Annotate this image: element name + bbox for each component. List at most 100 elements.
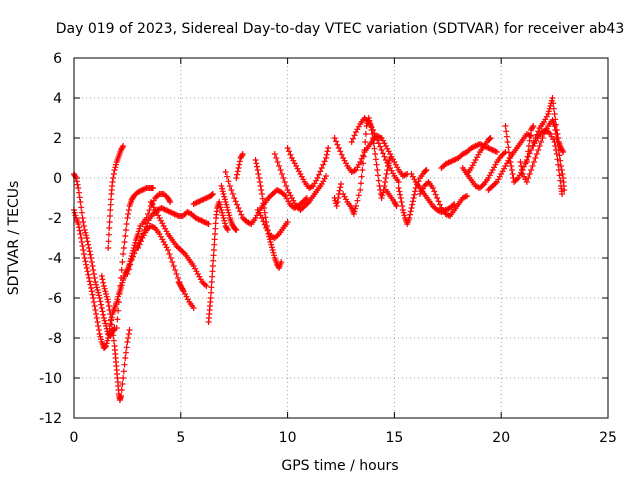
- data-point: [374, 167, 381, 173]
- data-point: [98, 273, 105, 279]
- data-point: [525, 175, 532, 181]
- data-point: [78, 239, 85, 245]
- data-point: [321, 158, 328, 165]
- data-point: [126, 261, 133, 267]
- data-point: [536, 143, 543, 149]
- data-point: [506, 149, 513, 156]
- data-point: [90, 299, 97, 305]
- data-point: [358, 173, 365, 180]
- data-point: [208, 279, 215, 285]
- data-point: [114, 316, 121, 323]
- data-point: [136, 241, 143, 248]
- data-point: [350, 135, 357, 142]
- data-point: [81, 255, 88, 261]
- data-point: [234, 201, 241, 208]
- chart-ticks: 0 5 10 15 20 25 -12 -10 -8 -6 -4 -2 0 2 4 6: [39, 51, 617, 446]
- data-point: [93, 315, 100, 321]
- data-point: [217, 204, 224, 211]
- y-tick-label: -10: [39, 371, 62, 387]
- data-point: [224, 204, 231, 211]
- data-point: [399, 203, 406, 209]
- data-point: [553, 135, 560, 141]
- data-point: [373, 161, 380, 168]
- data-point: [105, 231, 112, 238]
- data-point: [100, 311, 107, 318]
- data-point: [88, 288, 95, 295]
- data-point: [205, 221, 212, 227]
- data-point: [557, 177, 564, 184]
- data-point: [210, 257, 217, 264]
- data-point: [553, 151, 560, 157]
- data-point: [220, 215, 227, 221]
- data-point: [225, 209, 232, 216]
- data-point: [396, 188, 403, 195]
- data-point: [121, 361, 128, 368]
- data-point: [125, 266, 132, 273]
- data-point: [226, 212, 233, 219]
- data-point: [554, 156, 561, 163]
- data-point: [397, 195, 404, 201]
- x-tick-label: 25: [599, 430, 617, 446]
- data-point: [260, 218, 267, 225]
- data-point: [119, 259, 126, 265]
- y-tick-label: -4: [48, 251, 62, 267]
- data-point: [378, 195, 385, 201]
- data-point: [119, 381, 126, 387]
- data-point: [318, 165, 325, 171]
- data-point: [128, 257, 135, 263]
- data-point: [78, 235, 85, 241]
- data-point: [261, 209, 268, 216]
- data-point: [146, 207, 153, 213]
- data-point: [120, 375, 127, 381]
- data-point: [120, 245, 127, 251]
- data-point: [71, 209, 78, 216]
- data-point: [104, 296, 111, 303]
- data-point: [505, 144, 512, 151]
- data-point: [125, 207, 132, 213]
- data-point: [559, 147, 566, 154]
- data-point: [83, 235, 90, 241]
- data-point: [102, 343, 109, 350]
- data-point: [348, 139, 355, 145]
- data-point: [486, 135, 493, 142]
- data-point: [233, 175, 240, 181]
- x-tick-label: 5: [176, 430, 185, 446]
- data-point: [351, 208, 358, 215]
- data-point: [75, 185, 82, 191]
- data-point: [226, 183, 233, 189]
- data-point: [528, 133, 535, 139]
- data-point: [338, 151, 345, 158]
- data-point: [122, 227, 129, 233]
- data-point: [221, 220, 228, 227]
- data-point: [273, 155, 280, 161]
- data-point: [91, 275, 98, 281]
- data-point: [113, 161, 120, 168]
- data-point: [502, 149, 509, 155]
- data-point: [79, 243, 86, 249]
- data-point: [550, 100, 557, 107]
- data-point: [208, 284, 215, 291]
- y-tick-label: -8: [48, 331, 62, 347]
- data-point: [99, 276, 106, 283]
- data-point: [270, 249, 277, 256]
- data-point: [556, 172, 563, 179]
- data-point: [101, 285, 108, 292]
- data-point: [335, 145, 342, 151]
- data-point: [560, 149, 567, 155]
- data-point: [357, 180, 364, 187]
- y-tick-label: -6: [48, 291, 62, 307]
- data-point: [375, 172, 382, 179]
- y-tick-label: -12: [39, 411, 62, 427]
- data-point: [253, 160, 260, 167]
- data-point: [103, 293, 110, 300]
- data-point: [219, 212, 226, 219]
- data-point: [354, 197, 361, 204]
- data-point: [284, 219, 291, 225]
- data-point: [506, 155, 513, 161]
- data-point: [351, 132, 358, 139]
- data-point: [357, 159, 364, 165]
- data-point: [350, 168, 357, 175]
- plot-frame: [73, 57, 609, 419]
- data-point: [487, 135, 494, 141]
- data-point: [135, 231, 142, 237]
